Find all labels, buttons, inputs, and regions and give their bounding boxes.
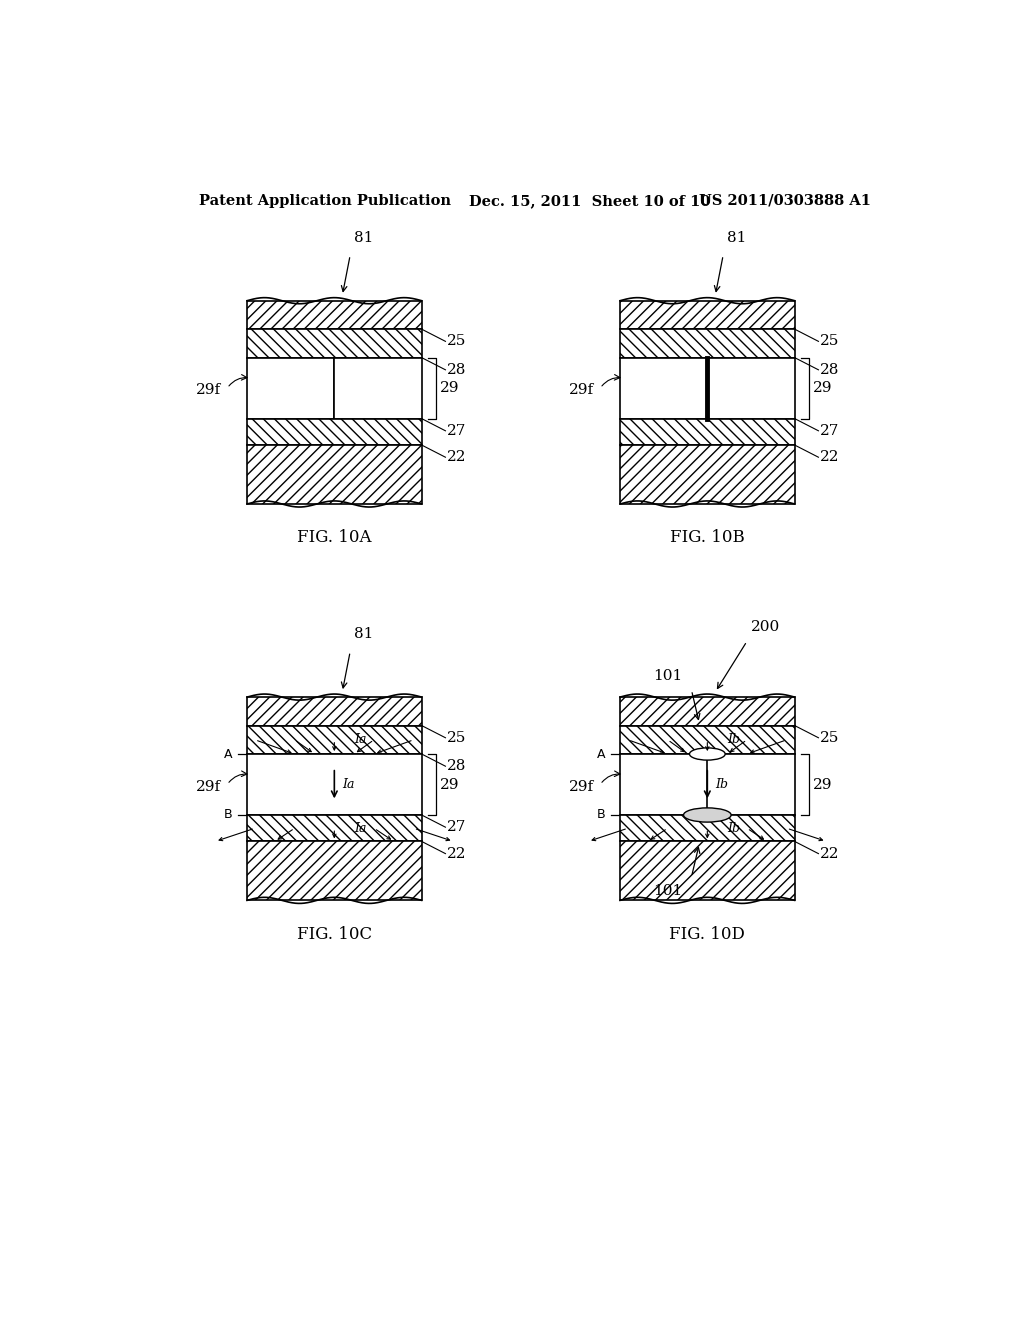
Bar [620, 726, 795, 754]
Bar [247, 697, 422, 726]
Ellipse shape [684, 808, 731, 822]
Text: 29f: 29f [196, 780, 220, 793]
Text: 27: 27 [820, 424, 840, 438]
Text: 101: 101 [653, 669, 682, 682]
Text: 29f: 29f [568, 780, 594, 793]
Bar [247, 329, 422, 358]
Text: Ia: Ia [342, 777, 354, 791]
Bar [620, 445, 795, 504]
Bar [247, 358, 334, 418]
Ellipse shape [689, 748, 725, 760]
Bar [247, 726, 422, 754]
Text: FIG. 10D: FIG. 10D [670, 925, 745, 942]
Text: 29: 29 [440, 777, 460, 792]
Text: Ia: Ia [354, 822, 367, 834]
Bar [247, 418, 422, 445]
Text: Ia: Ia [354, 734, 367, 746]
Text: 25: 25 [820, 731, 840, 744]
Bar [620, 358, 795, 418]
Bar [247, 301, 422, 329]
Bar [620, 697, 795, 726]
Bar [247, 697, 422, 726]
Text: 29: 29 [440, 381, 460, 395]
Text: 28: 28 [820, 363, 840, 376]
Text: 29f: 29f [568, 383, 594, 397]
Text: A: A [597, 747, 606, 760]
Text: 28: 28 [447, 363, 466, 376]
Text: Ib: Ib [715, 777, 728, 791]
Text: FIG. 10C: FIG. 10C [297, 925, 372, 942]
Text: 25: 25 [447, 334, 466, 348]
Bar [247, 726, 422, 754]
Bar [620, 841, 795, 900]
Bar [334, 358, 422, 418]
Bar [247, 841, 422, 900]
Text: 200: 200 [751, 620, 780, 634]
Text: B: B [597, 808, 606, 821]
Text: 25: 25 [447, 731, 466, 744]
Text: FIG. 10B: FIG. 10B [670, 529, 744, 546]
Bar [620, 418, 795, 445]
Bar [620, 329, 795, 358]
Bar [620, 301, 795, 329]
Text: 22: 22 [820, 846, 840, 861]
Text: Dec. 15, 2011  Sheet 10 of 10: Dec. 15, 2011 Sheet 10 of 10 [469, 194, 711, 209]
Text: 81: 81 [354, 627, 374, 642]
Bar [620, 445, 795, 504]
Text: 22: 22 [820, 450, 840, 465]
Bar [247, 814, 422, 841]
Bar [247, 329, 422, 358]
Bar [247, 445, 422, 504]
Text: 29: 29 [813, 777, 833, 792]
Bar [620, 329, 795, 358]
Bar [247, 841, 422, 900]
Text: FIG. 10A: FIG. 10A [297, 529, 372, 546]
Text: 101: 101 [653, 884, 682, 898]
Text: B: B [224, 808, 232, 821]
Text: 25: 25 [820, 334, 840, 348]
Bar [247, 814, 422, 841]
Bar [620, 697, 795, 726]
Bar [620, 814, 795, 841]
Bar [620, 418, 795, 445]
Bar [620, 814, 795, 841]
Text: 29f: 29f [196, 383, 220, 397]
Text: A: A [224, 747, 232, 760]
Bar [620, 726, 795, 754]
Bar [247, 301, 422, 329]
Bar [620, 841, 795, 900]
Bar [620, 754, 795, 814]
Bar [247, 418, 422, 445]
Bar [247, 754, 422, 814]
Text: Patent Application Publication: Patent Application Publication [200, 194, 452, 209]
Text: 22: 22 [447, 846, 467, 861]
Text: 27: 27 [447, 820, 466, 834]
Bar [247, 445, 422, 504]
Text: 81: 81 [727, 231, 746, 244]
Text: Ib: Ib [727, 734, 740, 746]
Text: 28: 28 [447, 759, 466, 774]
Text: 29: 29 [813, 381, 833, 395]
Bar [620, 301, 795, 329]
Text: 81: 81 [354, 231, 374, 244]
Text: 22: 22 [447, 450, 467, 465]
Text: Ib: Ib [727, 822, 740, 834]
Text: US 2011/0303888 A1: US 2011/0303888 A1 [699, 194, 871, 209]
Text: 27: 27 [447, 424, 466, 438]
